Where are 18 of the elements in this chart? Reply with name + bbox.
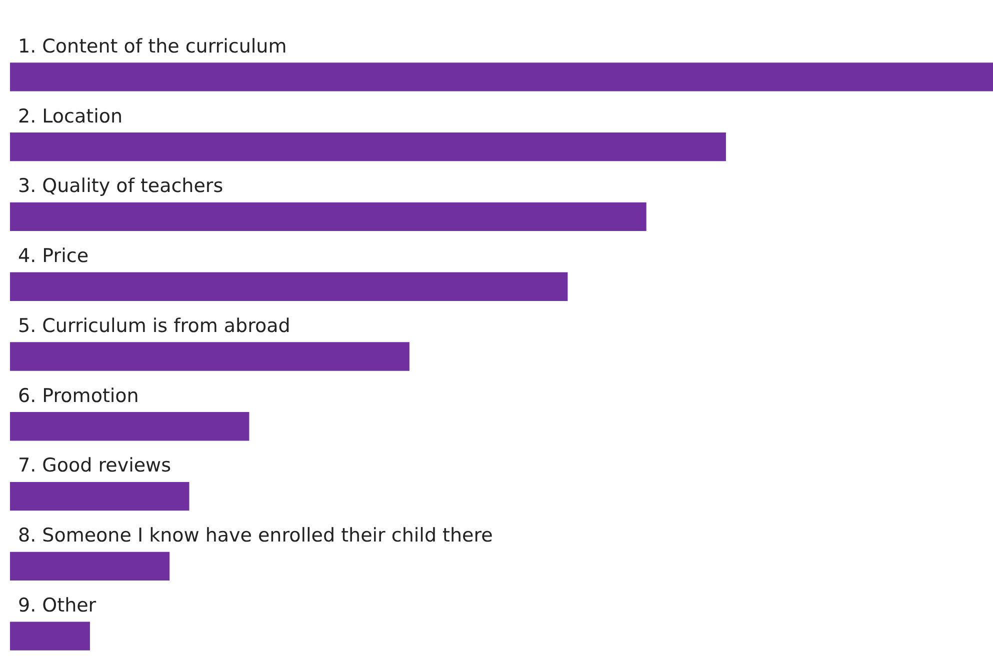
- y-tick-label: 2. Location: [18, 105, 123, 128]
- y-tick-label: 8. Someone I know have enrolled their child there: [18, 524, 493, 547]
- bar: [10, 62, 993, 92]
- bar: [10, 202, 646, 232]
- y-tick-label: 7. Good reviews: [18, 454, 171, 477]
- bar: [10, 412, 250, 441]
- y-tick-label: 1. Content of the curriculum: [18, 35, 287, 58]
- bar: [10, 132, 726, 162]
- y-tick-label: 9. Other: [18, 594, 96, 616]
- bar: [10, 342, 410, 371]
- bar: [10, 482, 190, 511]
- y-tick-label: 4. Price: [18, 245, 89, 268]
- y-tick-label: 3. Quality of teachers: [18, 175, 224, 198]
- y-tick-label: 6. Promotion: [18, 384, 139, 407]
- bar: [10, 552, 170, 580]
- bar: [10, 272, 568, 301]
- y-tick-label: 5. Curriculum is from abroad: [18, 314, 290, 337]
- bar: [10, 622, 90, 650]
